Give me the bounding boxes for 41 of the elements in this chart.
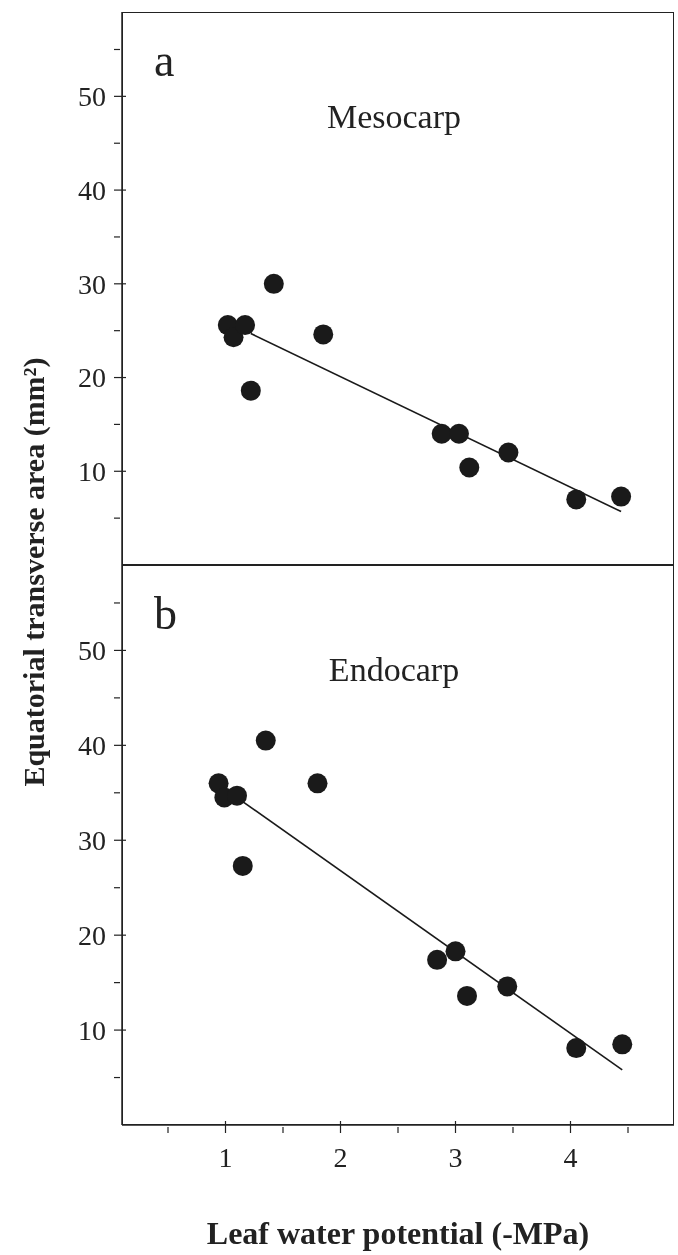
y-tick-label: 30 [78, 825, 106, 857]
annotation: b [154, 587, 177, 640]
annotation: Mesocarp [325, 98, 463, 136]
x-tick-label: 2 [333, 1142, 348, 1173]
point [457, 985, 477, 1006]
point [497, 976, 518, 997]
point [232, 855, 253, 876]
point [240, 380, 261, 401]
point [611, 486, 632, 507]
y-tick-label: 40 [78, 730, 106, 762]
point [448, 423, 469, 444]
annotation: Endocarp [327, 651, 461, 689]
point [313, 324, 334, 345]
point [235, 315, 256, 336]
point [431, 423, 452, 444]
point [227, 785, 247, 806]
point [307, 773, 328, 794]
point [498, 442, 519, 463]
x-tick-label: 1 [218, 1142, 233, 1173]
y-tick-label: 10 [78, 456, 106, 488]
y-tick-label: 20 [78, 362, 106, 394]
y-tick-label: 40 [78, 174, 106, 206]
point [459, 457, 480, 478]
point [612, 1034, 633, 1055]
point [566, 489, 587, 510]
point [427, 949, 448, 970]
x-axis-title: Leaf water potential (-MPa) [205, 1215, 591, 1252]
y-tick-label: 20 [78, 919, 106, 951]
point [445, 941, 466, 962]
y-tick-label: 50 [78, 635, 106, 667]
point [566, 1038, 587, 1059]
y-tick-label: 30 [78, 268, 106, 300]
x-tick-label: 4 [563, 1142, 578, 1173]
x-tick-label: 3 [448, 1142, 463, 1173]
point [263, 273, 284, 294]
point [223, 327, 244, 348]
y-tick-label: 10 [78, 1014, 106, 1046]
annotation: a [154, 34, 175, 87]
y-axis-title: Equatorial transverse area (mm²) [17, 357, 51, 787]
point [255, 730, 276, 751]
y-tick-label: 50 [78, 81, 106, 113]
